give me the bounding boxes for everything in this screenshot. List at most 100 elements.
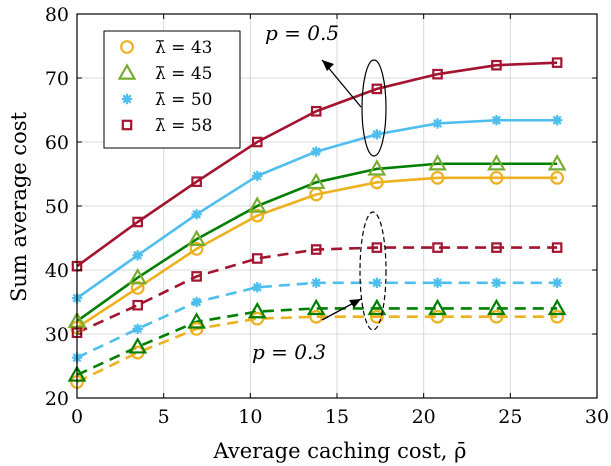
data-point-p05-lambda-45 bbox=[547, 154, 567, 171]
data-point-p03-lambda-50 bbox=[491, 277, 502, 288]
data-point-p05-lambda-58 bbox=[191, 176, 202, 187]
data-point-p05-lambda-45 bbox=[428, 154, 447, 171]
data-point-p03-lambda-58 bbox=[371, 242, 383, 253]
ticks bbox=[76, 13, 598, 399]
tick-labels: 0 5 10 15 20 25 30 20 30 40 50 60 70 80 bbox=[45, 4, 609, 428]
legend-label: λ̄ = 43 bbox=[155, 38, 212, 58]
annotation-ellipse-p03 bbox=[359, 211, 387, 331]
data-point-p05-lambda-43 bbox=[130, 281, 145, 295]
data-point-p05-lambda-58 bbox=[251, 136, 263, 148]
data-point-p03-lambda-43 bbox=[309, 309, 324, 324]
legend-marker bbox=[121, 93, 133, 105]
annotation-ellipse-p05 bbox=[361, 59, 387, 157]
data-point-p05-lambda-43 bbox=[430, 170, 445, 185]
y-tick-label: 50 bbox=[45, 196, 69, 218]
annotation-text-p05: p = 0.5 bbox=[265, 21, 339, 45]
data-point-p03-lambda-58 bbox=[310, 244, 322, 255]
legend-marker bbox=[117, 63, 137, 80]
data-point-p03-lambda-45 bbox=[306, 298, 326, 316]
data-point-p03-lambda-50 bbox=[252, 282, 263, 293]
data-point-p03-lambda-45 bbox=[487, 298, 506, 316]
data-point-p05-lambda-50 bbox=[252, 170, 263, 182]
data-point-p05-lambda-50 bbox=[311, 146, 322, 157]
x-tick-label: 30 bbox=[585, 406, 609, 428]
legend-label: λ̄ = 58 bbox=[155, 116, 212, 136]
data-point-p05-lambda-43 bbox=[550, 170, 565, 185]
data-point-p05-lambda-50 bbox=[491, 115, 502, 126]
data-point-p03-lambda-43 bbox=[430, 309, 445, 324]
data-point-p03-lambda-58 bbox=[432, 242, 443, 253]
x-axis-title: Average caching cost, ρ̄ bbox=[213, 439, 467, 463]
data-point-p05-lambda-45 bbox=[128, 267, 148, 285]
data-point-p05-lambda-50 bbox=[371, 129, 383, 140]
legend-marker bbox=[121, 119, 133, 131]
data-point-p05-lambda-43 bbox=[189, 241, 204, 256]
y-tick-label: 40 bbox=[45, 260, 69, 282]
y-tick-label: 60 bbox=[45, 132, 69, 154]
data-point-p03-lambda-45 bbox=[428, 298, 447, 316]
data-point-p05-lambda-43 bbox=[369, 175, 384, 190]
series-line-p03-lambda-58 bbox=[76, 246, 558, 334]
series-line-p05-lambda-43 bbox=[76, 176, 558, 329]
data-point-p03-lambda-43 bbox=[189, 321, 204, 336]
data-point-p05-lambda-58 bbox=[132, 216, 143, 228]
data-point-p03-lambda-50 bbox=[132, 323, 143, 335]
data-point-p03-lambda-50 bbox=[551, 277, 563, 288]
data-point-p05-lambda-45 bbox=[306, 172, 326, 190]
legend-marker bbox=[120, 40, 134, 54]
data-point-p03-lambda-45 bbox=[128, 337, 148, 354]
data-point-p05-lambda-50 bbox=[191, 209, 202, 220]
data-point-p03-lambda-50 bbox=[311, 277, 322, 288]
data-point-p03-lambda-50 bbox=[371, 277, 383, 288]
data-point-p05-lambda-50 bbox=[432, 118, 443, 129]
data-point-p03-lambda-58 bbox=[132, 299, 143, 311]
data-point-p03-lambda-45 bbox=[187, 312, 206, 329]
data-point-p05-lambda-58 bbox=[371, 83, 383, 95]
y-axis-title: Sum average cost bbox=[7, 111, 31, 302]
data-point-p05-lambda-58 bbox=[432, 68, 443, 80]
data-point-p03-lambda-43 bbox=[489, 309, 504, 324]
data-point-p03-lambda-43 bbox=[550, 309, 565, 324]
annotation-arrowhead-p05 bbox=[322, 60, 334, 71]
data-point-p05-lambda-58 bbox=[491, 59, 502, 71]
data-point-p05-lambda-45 bbox=[187, 229, 206, 247]
data-point-p05-lambda-58 bbox=[551, 57, 563, 68]
annotations: p = 0.5 p = 0.3 bbox=[252, 21, 387, 364]
annotation-arrowhead-p03 bbox=[349, 299, 361, 308]
data-point-p05-lambda-45 bbox=[247, 196, 267, 213]
x-tick-label: 15 bbox=[325, 406, 349, 428]
legend-label: λ̄ = 50 bbox=[155, 90, 212, 110]
data-point-p05-lambda-45 bbox=[487, 154, 506, 171]
data-point-p05-lambda-58 bbox=[310, 105, 322, 117]
data-point-p03-lambda-58 bbox=[551, 242, 563, 253]
data-point-p03-lambda-45 bbox=[547, 298, 567, 316]
data-point-p03-lambda-58 bbox=[491, 242, 502, 253]
series-line-p05-lambda-58 bbox=[76, 61, 558, 268]
x-tick-label: 5 bbox=[158, 406, 170, 428]
data-point-p03-lambda-43 bbox=[250, 311, 265, 326]
data-point-p03-lambda-58 bbox=[251, 253, 263, 264]
data-point-p05-lambda-50 bbox=[551, 115, 563, 126]
series-line-p05-lambda-45 bbox=[76, 162, 558, 323]
data-point-p05-lambda-45 bbox=[367, 159, 387, 176]
data-point-p05-lambda-43 bbox=[250, 208, 265, 223]
y-tick-label: 30 bbox=[45, 324, 69, 346]
x-tick-label: 0 bbox=[71, 406, 83, 428]
data-point-p03-lambda-43 bbox=[369, 309, 384, 324]
data-point-p05-lambda-43 bbox=[489, 170, 504, 185]
legend: λ̄ = 43 λ̄ = 45 λ̄ = 50 λ̄ = 58 bbox=[103, 30, 241, 149]
data-point-p05-lambda-50 bbox=[132, 250, 143, 261]
x-tick-label: 20 bbox=[412, 406, 436, 428]
y-tick-label: 70 bbox=[45, 68, 69, 90]
x-tick-label: 25 bbox=[498, 406, 522, 428]
legend-label: λ̄ = 45 bbox=[155, 64, 212, 84]
data-point-p03-lambda-58 bbox=[191, 271, 202, 282]
y-tick-label: 80 bbox=[45, 4, 69, 26]
data-point-p03-lambda-45 bbox=[367, 298, 387, 316]
data-point-p03-lambda-50 bbox=[432, 277, 443, 288]
data-point-p03-lambda-50 bbox=[191, 296, 202, 308]
x-tick-label: 10 bbox=[238, 406, 262, 428]
annotation-text-p03: p = 0.3 bbox=[252, 340, 326, 364]
y-tick-label: 20 bbox=[45, 388, 69, 410]
